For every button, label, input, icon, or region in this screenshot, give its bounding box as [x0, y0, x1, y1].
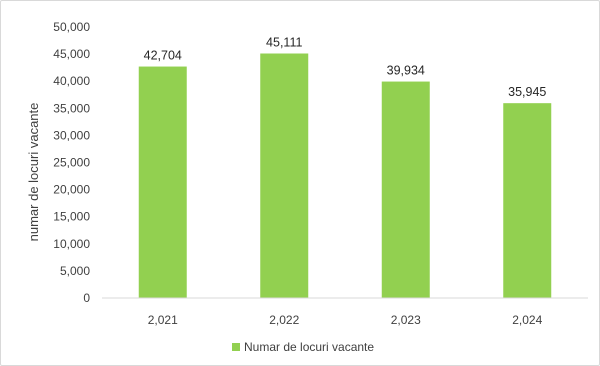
y-tick-label: 35,000 — [53, 101, 90, 115]
legend-swatch — [232, 343, 240, 351]
x-axis-ticks: 2,021 2,022 2,023 2,024 — [148, 313, 543, 327]
data-label: 35,945 — [508, 85, 546, 99]
y-tick-label: 15,000 — [53, 210, 90, 224]
data-labels: 42,704 45,111 39,934 35,945 — [144, 35, 547, 99]
y-tick-label: 0 — [83, 291, 90, 305]
legend-label: Numar de locuri vacante — [244, 340, 374, 354]
legend: Numar de locuri vacante — [232, 340, 374, 354]
x-tick-label: 2,021 — [148, 313, 178, 327]
y-tick-label: 10,000 — [53, 237, 90, 251]
bar — [503, 103, 552, 298]
y-tick-label: 50,000 — [53, 20, 90, 34]
y-tick-label: 5,000 — [60, 264, 90, 278]
y-tick-label: 45,000 — [53, 47, 90, 61]
bar — [260, 53, 309, 298]
y-tick-label: 25,000 — [53, 156, 90, 170]
y-axis-ticks: 0 5,000 10,000 15,000 20,000 25,000 30,000 35,0… — [53, 20, 90, 305]
y-tick-label: 20,000 — [53, 183, 90, 197]
x-tick-label: 2,023 — [391, 313, 421, 327]
bar — [138, 66, 187, 299]
bars — [138, 53, 552, 299]
y-axis-title: numar de locuri vacante — [26, 103, 41, 242]
data-label: 45,111 — [266, 35, 302, 49]
y-tick-label: 40,000 — [53, 74, 90, 88]
data-label: 39,934 — [387, 64, 425, 78]
data-label: 42,704 — [144, 49, 182, 63]
bar — [381, 81, 430, 299]
x-tick-label: 2,022 — [269, 313, 299, 327]
y-tick-label: 30,000 — [53, 128, 90, 142]
x-tick-label: 2,024 — [512, 313, 542, 327]
